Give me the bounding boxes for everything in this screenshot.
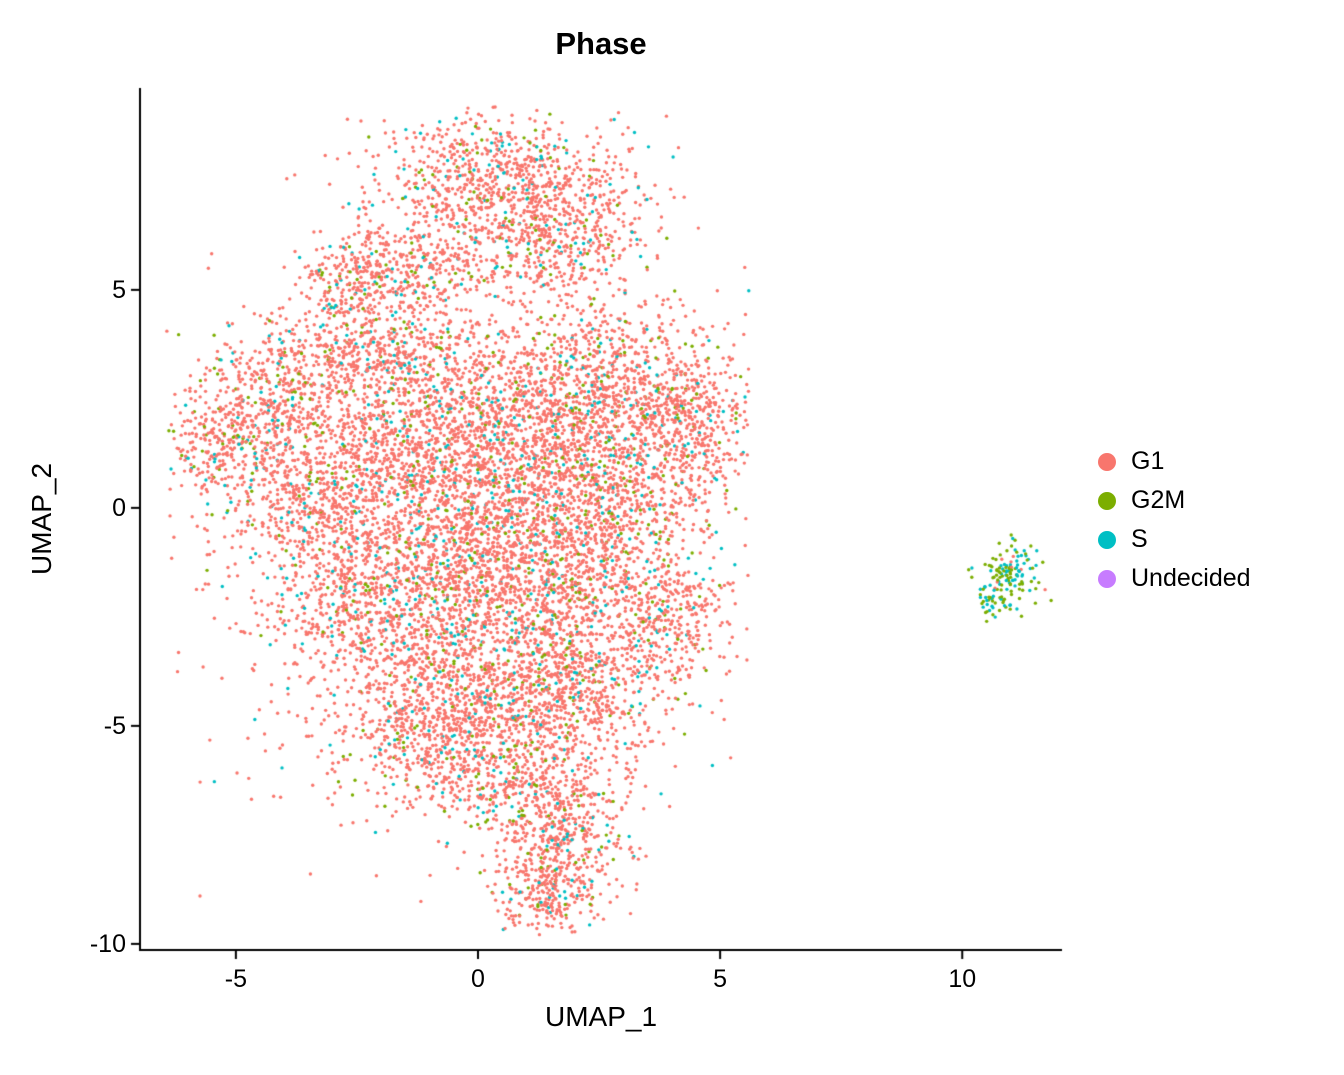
y-tick-label: -5 [103, 711, 126, 740]
y-tick-label: 5 [112, 275, 126, 304]
legend-item-g1: G1 [1098, 442, 1251, 481]
legend: G1 G2M S Undecided [1098, 442, 1251, 598]
legend-swatch-g1-icon [1098, 452, 1116, 471]
legend-label-undecided: Undecided [1131, 564, 1251, 592]
x-tick-label: 5 [713, 965, 728, 993]
y-axis-label: UMAP_2 [26, 462, 57, 576]
legend-item-undecided: Undecided [1098, 559, 1251, 598]
y-tick-label: -10 [89, 929, 126, 958]
x-tick-label: 0 [471, 965, 485, 993]
legend-item-s: S [1098, 520, 1251, 559]
legend-label-g1: G1 [1131, 447, 1165, 475]
legend-item-g2m: G2M [1098, 481, 1251, 520]
legend-swatch-s-icon [1098, 530, 1116, 549]
legend-swatch-undecided-icon [1098, 569, 1116, 588]
x-axis-label: UMAP_1 [544, 1001, 658, 1032]
legend-label-s: S [1131, 525, 1148, 553]
legend-label-g2m: G2M [1131, 486, 1186, 514]
chart-title: Phase [555, 26, 647, 61]
x-tick-label: -5 [224, 965, 247, 993]
legend-swatch-g2m-icon [1098, 491, 1116, 510]
y-tick-label: 0 [112, 493, 126, 522]
x-tick-label: 10 [948, 965, 977, 993]
